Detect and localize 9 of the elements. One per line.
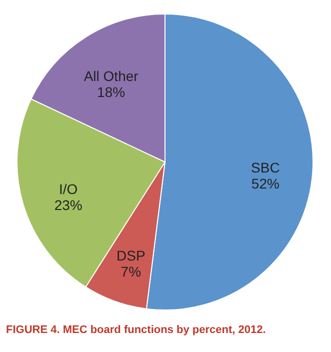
data-label: 18% [97, 84, 126, 100]
slice-label: I/O [59, 181, 78, 198]
caption: FIGURE 4. MEC board functions by percent, 2012. [6, 324, 266, 336]
slice-label: All Other [84, 68, 139, 84]
slice-label: SBC [251, 159, 280, 176]
data-label: 52% [251, 175, 280, 192]
slice-label: DSP [116, 248, 146, 264]
data-label: 23% [54, 197, 82, 214]
data-label: 7% [120, 264, 142, 280]
